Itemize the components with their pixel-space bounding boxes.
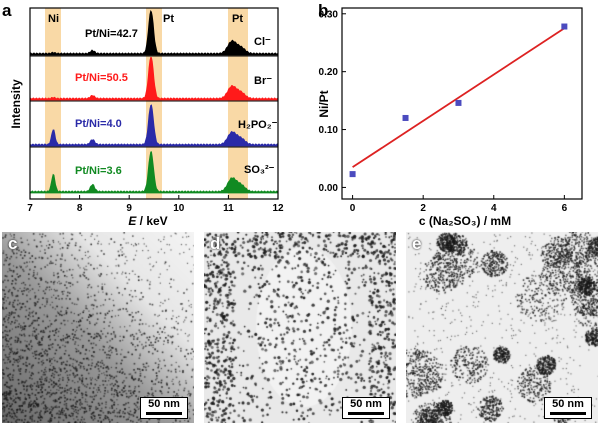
scale-bar-e-line	[550, 412, 586, 415]
scale-bar-d-line	[348, 412, 384, 415]
panel-e-tem-texture	[406, 232, 598, 423]
panel-b-data-point	[455, 99, 462, 106]
panel-b-ytick-label: 0.30	[319, 9, 339, 20]
panel-a-xtick-label: 10	[173, 203, 185, 214]
trace-ratio-3: Pt/Ni=4.0	[75, 118, 122, 130]
panel-e-tem-image: e 50 nm	[406, 232, 598, 423]
scale-bar-e: 50 nm	[544, 397, 592, 419]
trace-anion-3: H₂PO₂⁻	[238, 119, 278, 131]
panel-a-xtick-label: 9	[126, 203, 132, 214]
panel-b-scatter: 0 2 4 6 0.00 0.10 0.20 0.30 Ni/Pt c (Na₂SO₃) / …	[317, 7, 583, 228]
panel-b-xtick-label: 4	[491, 203, 497, 214]
panel-letter-a: a	[2, 1, 12, 20]
panel-b-ytick-label: 0.00	[319, 183, 339, 194]
panel-d-tem-image: d 50 nm	[204, 232, 396, 423]
panel-a-eds-spectra: Ni Pt Pt Pt/Ni=42.7 Cl⁻ Pt/Ni=50.5 Br⁻ P…	[9, 7, 284, 228]
scale-bar-d-label: 50 nm	[350, 398, 382, 410]
panel-letter-c: c	[8, 234, 18, 253]
panel-b-data-point	[402, 114, 409, 121]
panel-b-ytick-label: 0.10	[319, 125, 339, 136]
panel-a-xlabel: E / keV	[128, 214, 167, 228]
trace-ratio-1: Pt/Ni=42.7	[85, 28, 138, 40]
panel-a-xtick-label: 11	[223, 203, 234, 214]
eds-traces	[29, 9, 279, 194]
panel-letter-d: d	[210, 234, 221, 253]
trace-anion-1: Cl⁻	[254, 36, 271, 48]
trace-anion-4: SO₃²⁻	[244, 164, 275, 176]
panel-a-xtick-label: 8	[77, 203, 83, 214]
panel-letter-b: b	[318, 1, 328, 20]
panel-b-frame	[341, 7, 583, 200]
panel-a-xlabel-symbol: E	[128, 214, 137, 228]
panel-a-frame	[29, 7, 279, 200]
eds-trace-4	[29, 151, 279, 194]
figure-top-row: a Ni Pt Pt Pt/Ni=42.7 Cl⁻ Pt/Ni=50.5 Br⁻…	[2, 1, 583, 228]
panel-b-fit-line	[352, 27, 565, 168]
panel-b-ylabel: Ni/Pt	[317, 90, 331, 117]
panel-a-xtick-label: 12	[272, 203, 284, 214]
panel-a-x-ticks: 7 8 9 10 11 12	[27, 195, 284, 214]
panel-b-data-point	[561, 23, 568, 30]
scale-bar-c: 50 nm	[140, 397, 188, 419]
eds-trace-3	[29, 104, 279, 147]
eds-trace-2	[29, 56, 279, 101]
panel-a-ylabel: Intensity	[9, 79, 23, 129]
trace-ratio-4: Pt/Ni=3.6	[75, 165, 122, 177]
panel-b-xtick-label: 6	[562, 203, 568, 214]
panel-letter-e: e	[412, 234, 422, 253]
panel-a-xtick-label: 7	[27, 203, 33, 214]
panel-b-xtick-label: 2	[420, 203, 426, 214]
scale-bar-c-label: 50 nm	[148, 398, 180, 410]
scale-bar-e-label: 50 nm	[552, 398, 584, 410]
peak-label-pt1: Pt	[163, 13, 174, 25]
panel-c-tem-texture	[2, 232, 194, 423]
scale-bar-d: 50 nm	[342, 397, 390, 419]
panel-b-xtick-label: 0	[350, 203, 356, 214]
panel-b-data-point	[349, 171, 356, 178]
panel-a-xlabel-unit: / keV	[136, 214, 167, 228]
trace-anion-2: Br⁻	[254, 75, 272, 87]
panel-b-xlabel: c (Na₂SO₃) / mM	[419, 214, 511, 228]
peak-label-ni: Ni	[48, 13, 59, 25]
peak-label-pt2: Pt	[232, 13, 243, 25]
panel-b-marks	[349, 23, 568, 178]
scale-bar-c-line	[146, 412, 182, 415]
trace-ratio-2: Pt/Ni=50.5	[75, 72, 128, 84]
panel-b-ytick-label: 0.20	[319, 67, 339, 78]
eds-trace-1	[29, 9, 279, 56]
panel-b-axes: 0 2 4 6 0.00 0.10 0.20 0.30	[319, 9, 568, 214]
panel-d-tem-texture	[204, 232, 396, 423]
panel-a-band-ni	[45, 8, 61, 199]
panel-c-tem-image: c 50 nm	[2, 232, 194, 423]
